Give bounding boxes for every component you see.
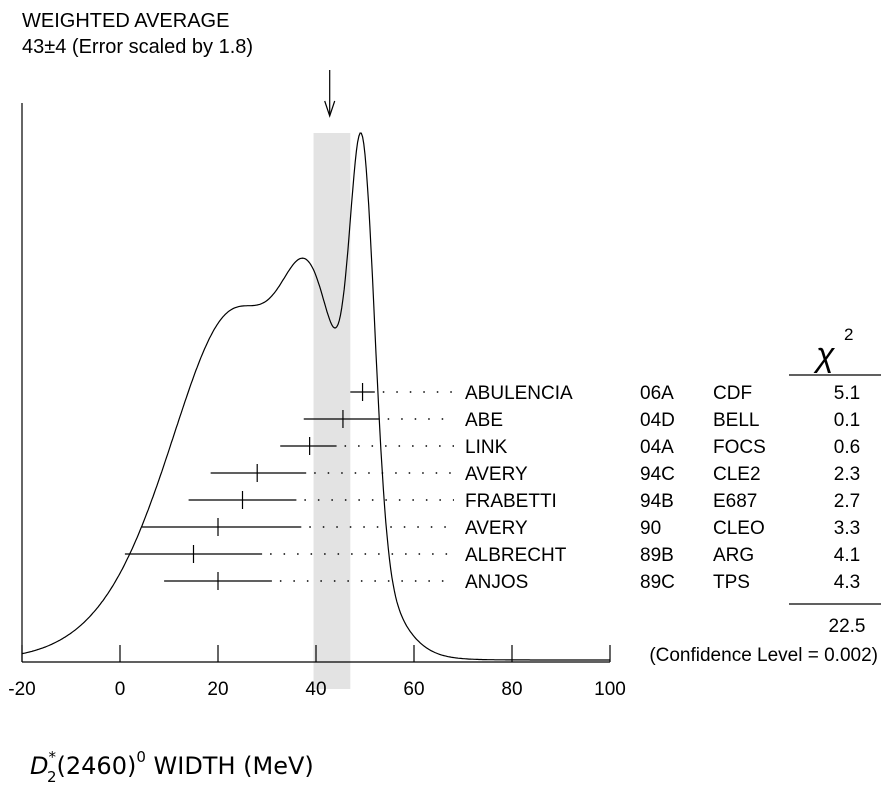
experiment-label: CLEO (713, 518, 765, 539)
x-tick-label: -20 (8, 679, 35, 700)
author-label: FRABETTI (465, 491, 557, 512)
author-label: LINK (465, 437, 508, 458)
chi2-header-exponent: 2 (844, 325, 853, 344)
confidence-level: (Confidence Level = 0.002) (649, 645, 878, 666)
measurement-row: ABULENCIA 06A CDF 5.1 (350, 383, 860, 404)
author-label: ANJOS (465, 572, 528, 593)
chi2-header: χ (813, 336, 836, 374)
chi2-value: 2.7 (834, 491, 860, 512)
year-label: 89B (640, 545, 674, 566)
year-label: 04A (640, 437, 674, 458)
chi2-value: 5.1 (834, 383, 860, 404)
chart-subtitle: 43±4 (Error scaled by 1.8) (22, 36, 253, 58)
year-label: 94B (640, 491, 674, 512)
chi2-value: 4.3 (834, 572, 860, 593)
chi2-value: 0.1 (834, 410, 860, 431)
chart-title: WEIGHTED AVERAGE (22, 10, 229, 32)
x-tick-label: 60 (403, 679, 424, 700)
x-tick-label: 40 (305, 679, 326, 700)
author-label: ALBRECHT (465, 545, 567, 566)
chi2-value: 3.3 (834, 518, 860, 539)
experiment-label: ARG (713, 545, 754, 566)
author-label: ABULENCIA (465, 383, 573, 404)
measurement-row: AVERY 90 CLEO 3.3 (142, 518, 860, 539)
year-label: 90 (640, 518, 661, 539)
chi2-value: 4.1 (834, 545, 860, 566)
experiment-label: BELL (713, 410, 759, 431)
x-tick-label: 0 (115, 679, 126, 700)
x-tick-label: 80 (501, 679, 522, 700)
weighted-average-band (313, 133, 351, 689)
measurements: ABULENCIA 06A CDF 5.1 ABE 04D BELL 0.1 LINK 04A FO… (124, 383, 860, 593)
measurement-row: ALBRECHT 89B ARG 4.1 (124, 545, 860, 566)
author-label: ABE (465, 410, 503, 431)
chi2-total: 22.5 (829, 616, 866, 637)
chi2-value: 0.6 (834, 437, 860, 458)
weighted-average-arrow (324, 70, 336, 118)
x-tick-label: 100 (594, 679, 626, 700)
measurement-row: ANJOS 89C TPS 4.3 (164, 572, 860, 593)
x-tick-label: 20 (207, 679, 228, 700)
x-ticks: -20 0 20 40 60 80 100 (8, 645, 626, 700)
chi2-value: 2.3 (834, 464, 860, 485)
measurement-row: AVERY 94C CLE2 2.3 (210, 464, 860, 485)
measurement-row: LINK 04A FOCS 0.6 (280, 437, 860, 458)
author-label: AVERY (465, 464, 528, 485)
x-axis-label: D* 2(2460)0 WIDTH (MeV) (30, 748, 314, 786)
year-label: 94C (640, 464, 675, 485)
experiment-label: CDF (713, 383, 752, 404)
experiment-label: TPS (713, 572, 750, 593)
ideogram-curve (21, 132, 610, 661)
author-label: AVERY (465, 518, 528, 539)
year-label: 06A (640, 383, 674, 404)
experiment-label: CLE2 (713, 464, 761, 485)
measurement-row: FRABETTI 94B E687 2.7 (188, 491, 860, 512)
year-label: 04D (640, 410, 675, 431)
experiment-label: FOCS (713, 437, 766, 458)
year-label: 89C (640, 572, 675, 593)
measurement-row: ABE 04D BELL 0.1 (303, 410, 860, 431)
experiment-label: E687 (713, 491, 757, 512)
